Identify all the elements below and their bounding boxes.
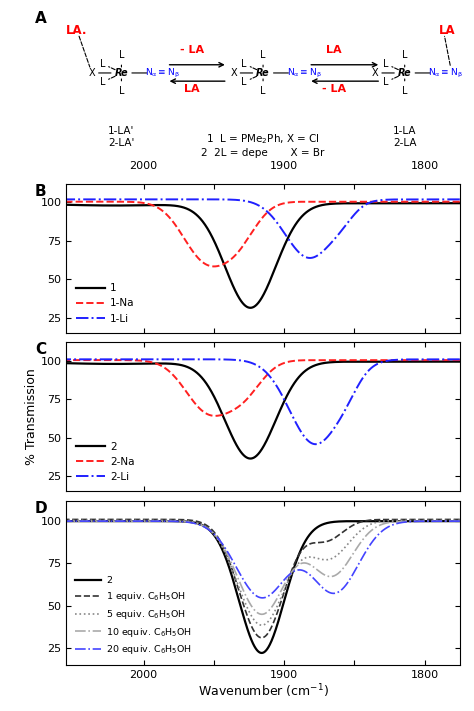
Text: 2000: 2000: [129, 161, 158, 171]
Text: L: L: [118, 50, 124, 60]
X-axis label: Wavenumber (cm$^{-1}$): Wavenumber (cm$^{-1}$): [198, 683, 328, 700]
Text: L: L: [383, 59, 388, 69]
Text: - LA: - LA: [322, 85, 346, 95]
Text: L: L: [402, 50, 408, 60]
Text: Re: Re: [115, 68, 128, 78]
Text: L: L: [241, 77, 246, 87]
Text: L: L: [260, 50, 266, 60]
Text: L: L: [100, 77, 105, 87]
Text: $\mathregular{N_\alpha{\equiv}N_\beta}$: $\mathregular{N_\alpha{\equiv}N_\beta}$: [428, 66, 463, 80]
Text: 1-LA
2-LA: 1-LA 2-LA: [393, 126, 417, 148]
Text: $\mathregular{N_\alpha{\equiv}N_\beta}$: $\mathregular{N_\alpha{\equiv}N_\beta}$: [145, 66, 180, 80]
Text: LA.: LA.: [66, 24, 88, 37]
Text: LA: LA: [439, 24, 456, 37]
Y-axis label: % Transmission: % Transmission: [25, 368, 38, 465]
Text: $\mathregular{N_\alpha{\equiv}N_\beta}$: $\mathregular{N_\alpha{\equiv}N_\beta}$: [287, 66, 321, 80]
Text: L: L: [260, 86, 266, 96]
Text: X: X: [230, 68, 237, 78]
Text: L: L: [118, 86, 124, 96]
Text: D: D: [35, 501, 47, 516]
Text: 1  L = PMe$_2$Ph, X = Cl
2  2L = depe       X = Br: 1 L = PMe$_2$Ph, X = Cl 2 2L = depe X = …: [201, 132, 325, 158]
Text: B: B: [35, 184, 46, 199]
Text: 1800: 1800: [410, 161, 439, 171]
Text: 1-LA'
2-LA': 1-LA' 2-LA': [108, 126, 135, 148]
Text: C: C: [35, 343, 46, 358]
Text: L: L: [402, 86, 408, 96]
Legend: 2, 2-Na, 2-Li: 2, 2-Na, 2-Li: [72, 437, 139, 486]
Text: L: L: [383, 77, 388, 87]
Text: L: L: [100, 59, 105, 69]
Text: LA: LA: [326, 45, 342, 55]
Text: Re: Re: [398, 68, 411, 78]
Text: 1900: 1900: [270, 161, 298, 171]
Text: Re: Re: [256, 68, 270, 78]
Legend: 2, 1 equiv. C$_6$H$_5$OH, 5 equiv. C$_6$H$_5$OH, 10 equiv. C$_6$H$_5$OH, 20 equi: 2, 1 equiv. C$_6$H$_5$OH, 5 equiv. C$_6$…: [71, 572, 196, 660]
Text: - LA: - LA: [180, 45, 204, 55]
Text: A: A: [35, 11, 46, 26]
Text: X: X: [89, 68, 95, 78]
Text: L: L: [241, 59, 246, 69]
Text: LA: LA: [184, 85, 200, 95]
Legend: 1, 1-Na, 1-Li: 1, 1-Na, 1-Li: [72, 279, 139, 328]
Text: X: X: [372, 68, 379, 78]
